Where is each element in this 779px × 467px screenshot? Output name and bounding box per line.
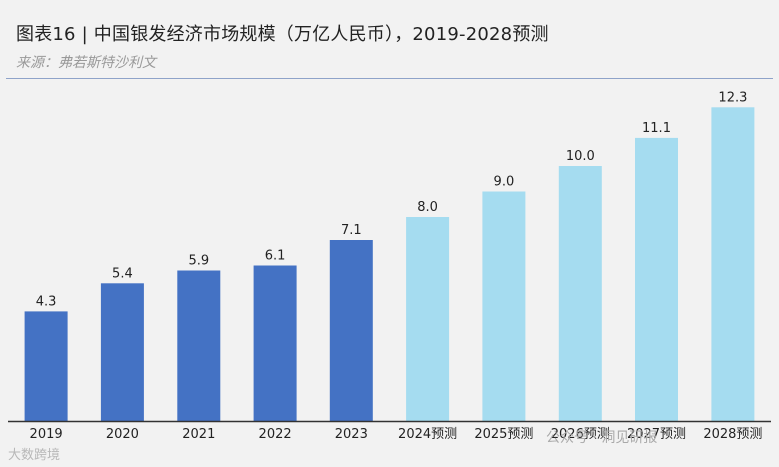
bar-2027预测 [635,137,678,421]
bar-2025预测 [482,191,526,421]
chart-title: 图表16 | 中国银发经济市场规模（万亿人民币），2019-2028预测 [16,24,549,45]
x-tick-2024预测: 2024预测 [398,427,457,442]
chart-header: 图表16 | 中国银发经济市场规模（万亿人民币），2019-2028预测 来源：… [16,20,776,72]
watermark-left: 大数跨境 [8,448,61,463]
x-tick-2028预测: 2028预测 [703,427,762,442]
chart-source: 来源：弗若斯特沙利文 [16,55,156,71]
x-tick-2023: 2023 [335,427,368,442]
x-tick-2025预测: 2025预测 [474,427,533,442]
watermark-right: 公众号 · 洞见研报 [546,430,658,446]
bar-2026预测 [558,166,602,421]
data-label-2027预测: 11.1 [642,121,671,136]
bar-2020 [100,283,144,421]
data-label-2023: 7.1 [341,223,362,238]
data-label-2020: 5.4 [112,266,133,281]
data-label-2026预测: 10.0 [566,149,595,164]
bar-2024预测 [406,217,450,421]
bar-2021 [177,270,221,421]
x-tick-2021: 2021 [182,427,215,442]
x-tick-2020: 2020 [106,427,139,442]
bar-2028预测 [711,107,755,422]
data-label-2024预测: 8.0 [417,200,438,215]
x-tick-2019: 2019 [30,427,63,442]
bar-2022 [253,265,297,421]
data-label-2028预测: 12.3 [718,90,747,105]
data-label-2021: 5.9 [188,254,209,269]
data-label-2022: 6.1 [265,249,286,264]
bar-2019 [24,311,68,421]
bar-2023 [329,240,373,421]
data-label-2025预测: 9.0 [494,175,515,190]
x-tick-2022: 2022 [259,427,292,442]
header-divider [6,78,773,79]
data-label-2019: 4.3 [36,294,57,309]
x-tick-2027预测: 2027预测 [627,427,686,442]
x-tick-2026预测: 2026预测 [551,427,610,442]
